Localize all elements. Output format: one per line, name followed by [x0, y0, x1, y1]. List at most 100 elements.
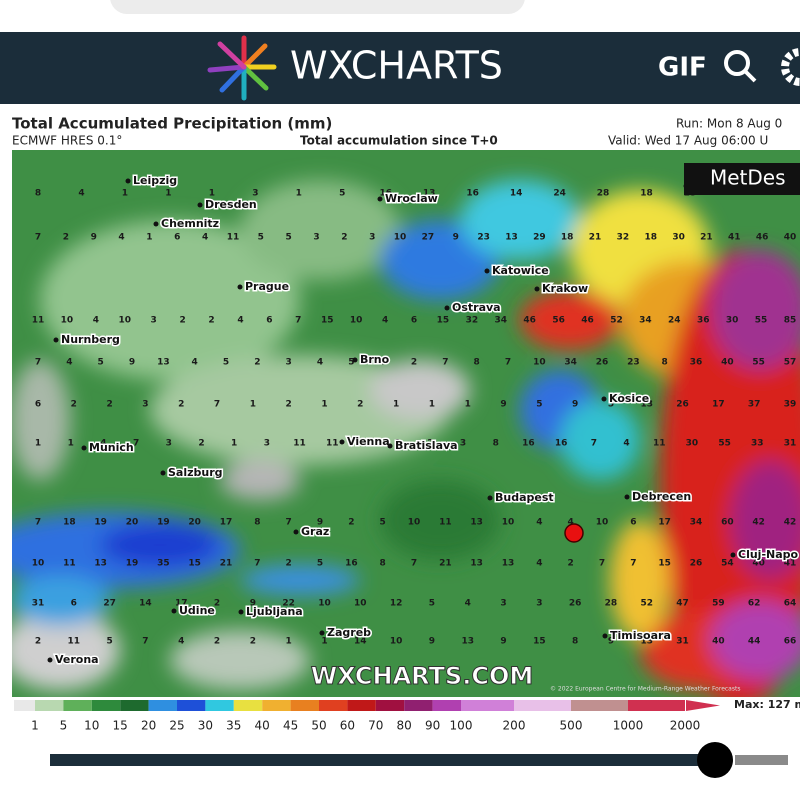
city-label: Prague	[245, 280, 289, 293]
grid-value: 5	[339, 189, 345, 199]
grid-value: 21	[589, 233, 602, 243]
grid-value: 6	[35, 400, 41, 410]
grid-value: 9	[500, 637, 506, 647]
grid-value: 9	[250, 599, 256, 609]
grid-value: 16	[466, 189, 479, 199]
city-dot	[339, 439, 345, 445]
grid-value: 16	[555, 439, 568, 449]
grid-value: 1	[286, 637, 292, 647]
grid-value: 2	[198, 439, 204, 449]
grid-value: 46	[581, 316, 594, 326]
grid-value: 4	[93, 316, 99, 326]
max-label: Max: 127 m	[734, 698, 800, 711]
grid-value: 1	[146, 233, 152, 243]
grid-value: 3	[142, 400, 148, 410]
grid-value: 30	[726, 316, 739, 326]
grid-value: 52	[610, 316, 623, 326]
grid-value: 17	[220, 518, 233, 528]
gif-button[interactable]: GIF	[658, 53, 707, 83]
city-dot	[238, 609, 244, 615]
city-dot	[237, 284, 243, 290]
grid-value: 7	[133, 439, 139, 449]
grid-value: 46	[756, 233, 769, 243]
grid-value: 15	[321, 316, 334, 326]
grid-value: 85	[784, 316, 797, 326]
grid-value: 13	[502, 559, 515, 569]
grid-value: 42	[752, 518, 765, 528]
grid-value: 5	[536, 400, 542, 410]
grid-value: 10	[354, 599, 367, 609]
grid-value: 28	[597, 189, 610, 199]
grid-value: 2	[427, 439, 433, 449]
grid-value: 6	[411, 316, 417, 326]
grid-value: 32	[466, 316, 479, 326]
city-label: Brno	[360, 353, 390, 366]
grid-value: 40	[752, 559, 765, 569]
grid-value: 30	[672, 233, 685, 243]
legend-swatch	[290, 700, 319, 711]
grid-value: 5	[608, 400, 614, 410]
legend-label: 60	[340, 719, 355, 733]
grid-value: 15	[437, 316, 450, 326]
city-dot	[125, 178, 131, 184]
run-time: Run: Mon 8 Aug 0	[676, 117, 782, 131]
legend-label: 90	[425, 719, 440, 733]
city-label: Ljubljana	[246, 605, 303, 618]
grid-value: 1	[321, 400, 327, 410]
grid-value: 4	[237, 316, 243, 326]
legend-swatch	[148, 700, 177, 711]
grid-value: 2	[208, 316, 214, 326]
grid-value: 1	[465, 400, 471, 410]
grid-value: 9	[453, 233, 459, 243]
legend-label: 5	[60, 719, 68, 733]
grid-value: 2	[341, 233, 347, 243]
legend-label: 1000	[613, 719, 644, 733]
brand: WXCHARTS	[290, 44, 503, 88]
legend-swatch	[628, 700, 685, 711]
grid-value: 8	[35, 189, 41, 199]
city-dot	[484, 268, 490, 274]
map-title: Total Accumulated Precipitation (mm)	[12, 115, 332, 133]
grid-value: 4	[100, 439, 106, 449]
grid-value: 1	[296, 189, 302, 199]
copyright: © 2022 European Centre for Medium-Range …	[550, 686, 740, 693]
grid-value: 60	[721, 518, 734, 528]
grid-value: 8	[380, 559, 386, 569]
grid-value: 5	[380, 358, 386, 368]
grid-value: 1	[209, 189, 215, 199]
city-label: Wroclaw	[385, 192, 438, 205]
city-dot	[81, 445, 87, 451]
grid-value: 6	[362, 439, 368, 449]
slider-knob[interactable]	[697, 742, 733, 778]
legend-label: 70	[368, 719, 383, 733]
legend-label: 15	[113, 719, 128, 733]
grid-value: 39	[784, 400, 797, 410]
grid-value: 11	[63, 559, 76, 569]
map-subtitle: Total accumulation since T+0	[300, 134, 498, 148]
city-dot	[487, 495, 493, 501]
city-label: Cluj-Napo	[738, 548, 799, 561]
grid-value: 3	[460, 439, 466, 449]
grid-value: 52	[640, 599, 653, 609]
grid-value: 15	[188, 559, 201, 569]
legend-swatch	[35, 700, 64, 711]
grid-value: 3	[166, 439, 172, 449]
grid-value: 18	[640, 189, 653, 199]
grid-value: 1	[68, 439, 74, 449]
grid-value: 4	[317, 358, 323, 368]
search-icon[interactable]	[724, 50, 757, 83]
legend-swatch	[120, 700, 149, 711]
grid-value: 13	[640, 400, 653, 410]
grid-value: 5	[223, 358, 229, 368]
grid-value: 15	[533, 637, 546, 647]
grid-value: 21	[439, 559, 452, 569]
grid-value: 4	[78, 189, 84, 199]
grid-value: 55	[752, 358, 765, 368]
grid-value: 6	[266, 316, 272, 326]
grid-value: 8	[572, 637, 578, 647]
grid-value: 20	[126, 518, 139, 528]
grid-value: 16	[522, 439, 535, 449]
grid-value: 19	[94, 518, 107, 528]
location-marker[interactable]	[564, 523, 584, 543]
search-bar[interactable]	[110, 0, 525, 14]
